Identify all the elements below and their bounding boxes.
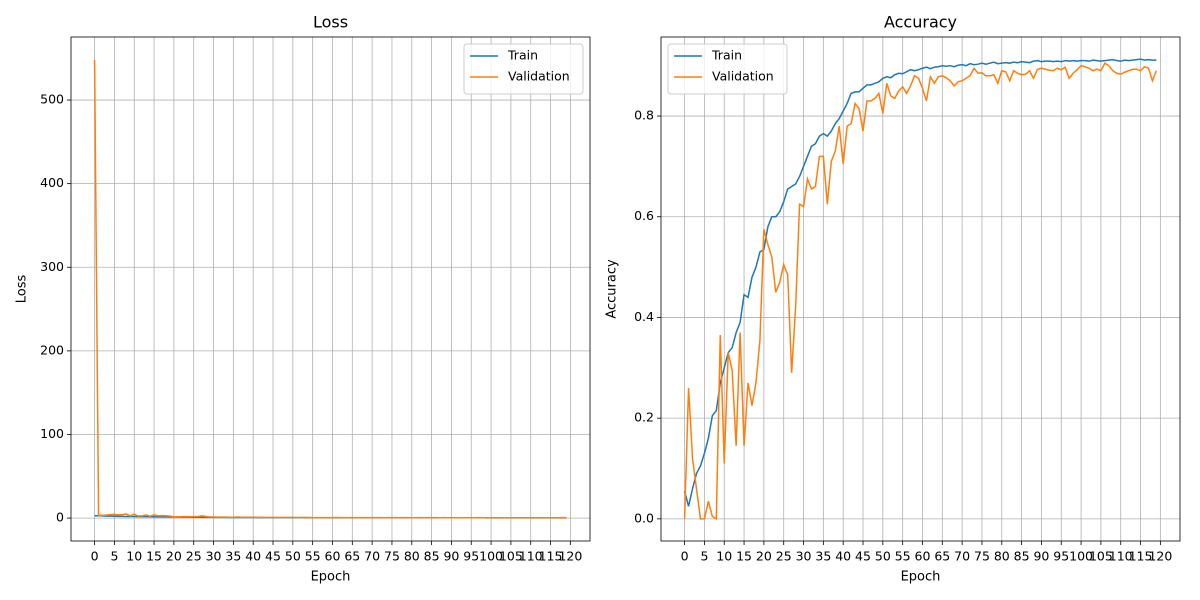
x-tick-label: 50 [285, 549, 301, 564]
x-tick-label: 80 [404, 549, 420, 564]
x-tick-label: 35 [225, 549, 241, 564]
x-axis-label: Epoch [901, 570, 941, 585]
x-tick-label: 105 [1089, 549, 1113, 564]
x-tick-label: 85 [424, 549, 440, 564]
x-tick-label: 55 [895, 549, 911, 564]
y-tick-label: 0.6 [634, 208, 654, 223]
axes-frame [660, 36, 1181, 542]
x-tick-label: 45 [855, 549, 871, 564]
y-tick-label: 0.2 [634, 410, 654, 425]
y-tick-label: 0.8 [634, 108, 654, 123]
x-axis-label: Epoch [311, 570, 351, 585]
x-tick-label: 50 [875, 549, 891, 564]
y-tick-label: 0.4 [634, 309, 654, 324]
y-tick-label: 0 [56, 510, 64, 525]
x-tick-label: 30 [796, 549, 812, 564]
y-tick-label: 0.0 [634, 510, 654, 525]
x-tick-label: 30 [206, 549, 222, 564]
x-tick-label: 100 [1069, 549, 1093, 564]
x-tick-label: 10 [126, 549, 142, 564]
chart-title: Accuracy [884, 13, 957, 32]
x-tick-label: 95 [463, 549, 479, 564]
x-tick-label: 25 [776, 549, 792, 564]
y-tick-label: 200 [40, 342, 64, 357]
x-tick-label: 75 [974, 549, 990, 564]
x-tick-label: 115 [1129, 549, 1153, 564]
x-tick-label: 90 [1033, 549, 1049, 564]
y-tick-label: 500 [40, 92, 64, 107]
x-tick-label: 5 [700, 549, 708, 564]
x-tick-label: 90 [443, 549, 459, 564]
x-tick-label: 120 [558, 549, 582, 564]
x-tick-label: 100 [479, 549, 503, 564]
x-tick-label: 65 [934, 549, 950, 564]
y-tick-label: 300 [40, 259, 64, 274]
x-tick-label: 20 [166, 549, 182, 564]
x-tick-label: 40 [245, 549, 261, 564]
x-tick-label: 60 [915, 549, 931, 564]
x-tick-label: 15 [736, 549, 752, 564]
x-tick-label: 55 [305, 549, 321, 564]
chart-title: Loss [313, 13, 348, 32]
x-tick-label: 75 [384, 549, 400, 564]
x-tick-label: 35 [815, 549, 831, 564]
x-tick-label: 25 [186, 549, 202, 564]
y-axis-label: Loss [15, 275, 30, 304]
x-tick-label: 15 [146, 549, 162, 564]
x-tick-label: 10 [716, 549, 732, 564]
legend-label: Validation [712, 69, 774, 84]
legend-label: Train [711, 48, 742, 63]
x-tick-label: 60 [325, 549, 341, 564]
x-tick-label: 5 [110, 549, 118, 564]
x-tick-label: 120 [1148, 549, 1172, 564]
legend-label: Validation [508, 69, 570, 84]
x-tick-label: 80 [994, 549, 1010, 564]
x-tick-label: 70 [364, 549, 380, 564]
x-tick-label: 20 [756, 549, 772, 564]
y-tick-label: 100 [40, 426, 64, 441]
x-tick-label: 115 [539, 549, 563, 564]
y-axis-label: Accuracy [605, 259, 620, 319]
x-tick-label: 65 [344, 549, 360, 564]
axes-frame [70, 36, 591, 542]
x-tick-label: 0 [681, 549, 689, 564]
x-tick-label: 110 [1109, 549, 1133, 564]
series-line [683, 62, 1158, 521]
x-tick-label: 70 [954, 549, 970, 564]
x-tick-label: 0 [91, 549, 99, 564]
x-tick-label: 105 [499, 549, 523, 564]
x-tick-label: 45 [265, 549, 281, 564]
legend-label: Train [507, 48, 538, 63]
x-tick-label: 85 [1014, 549, 1030, 564]
y-tick-label: 400 [40, 175, 64, 190]
series-line [93, 59, 567, 519]
x-tick-label: 110 [519, 549, 543, 564]
x-tick-label: 95 [1053, 549, 1069, 564]
x-tick-label: 40 [835, 549, 851, 564]
